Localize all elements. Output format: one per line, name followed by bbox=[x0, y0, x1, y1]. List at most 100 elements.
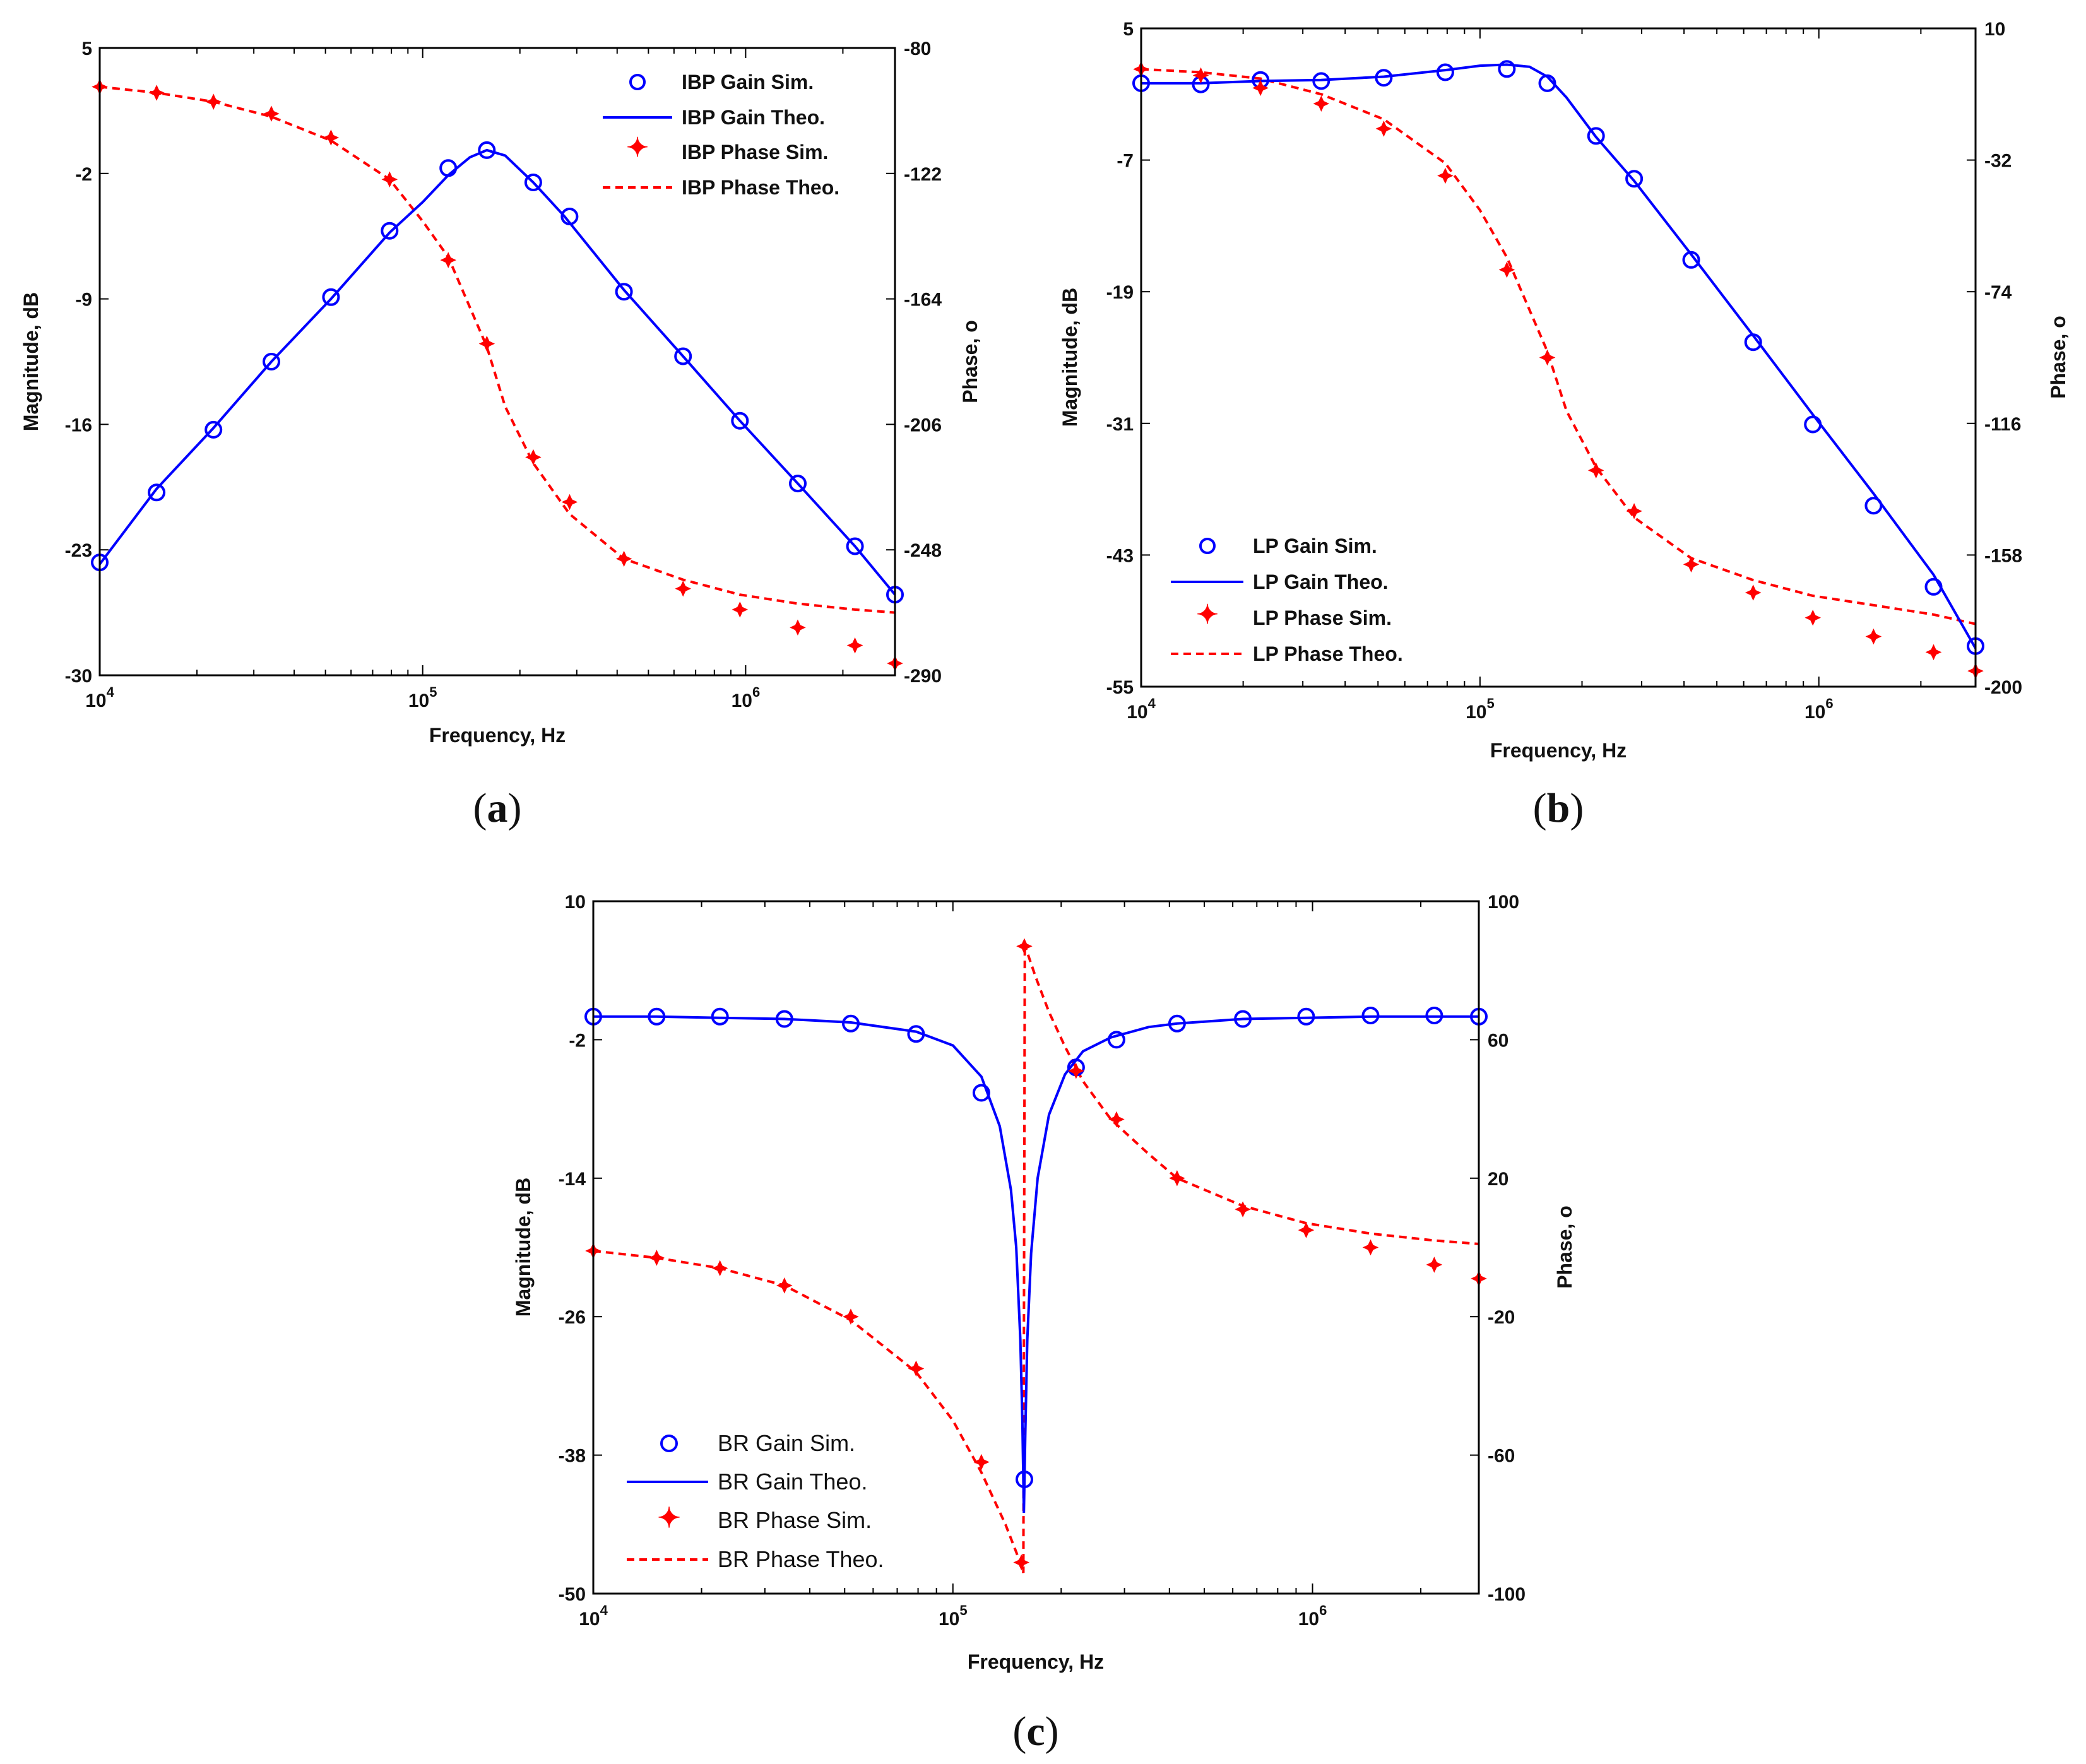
legend-marker-phase-sim-a: ✦ bbox=[626, 133, 648, 162]
gain-theory-line bbox=[100, 148, 895, 596]
gain-sim-point bbox=[1538, 74, 1556, 92]
gain-sim-point bbox=[204, 420, 223, 439]
gain-sim-point bbox=[1864, 497, 1883, 515]
plot-frame-c bbox=[592, 900, 1480, 1595]
legend-label-phase-theo-b: LP Phase Theo. bbox=[1253, 642, 1403, 665]
y2-axis-label-a: Phase, o bbox=[959, 320, 981, 403]
x-tick-label: 104 bbox=[1127, 696, 1156, 723]
gain-sim-point bbox=[1625, 170, 1644, 188]
phase-sim-point bbox=[973, 1453, 990, 1471]
y-axis-label-b: Magnitude, dB bbox=[1058, 288, 1081, 427]
y-tick-label: -2 bbox=[75, 164, 92, 185]
legend-label-gain-sim-c: BR Gain Sim. bbox=[718, 1430, 855, 1456]
gain-sim-point bbox=[1744, 333, 1762, 352]
phase-sim-point bbox=[1805, 609, 1822, 626]
panel-b-chart: 104 105 106 5 -7 -19 -31 -43 -55 10 -32 -74 -116 -158… bbox=[1058, 19, 2070, 831]
phase-sim-point bbox=[1375, 121, 1392, 137]
y-tick-label: -14 bbox=[559, 1169, 586, 1190]
phase-sim-point bbox=[1745, 584, 1762, 601]
phase-sim-point bbox=[1313, 95, 1330, 112]
x-tick-label: 104 bbox=[579, 1602, 608, 1630]
phase-sim-point bbox=[1539, 349, 1556, 366]
gain-sim-point bbox=[1587, 127, 1605, 145]
x-tick-label: 106 bbox=[1298, 1602, 1327, 1630]
y2-tick-label: -206 bbox=[904, 415, 942, 435]
phase-sim-point bbox=[525, 449, 542, 466]
gain-sim-point bbox=[439, 159, 458, 177]
legend-label-gain-theo-c: BR Gain Theo. bbox=[718, 1469, 867, 1495]
y-tick-label: -23 bbox=[65, 540, 92, 561]
gain-sim-point bbox=[789, 475, 807, 493]
caption-a: (a) bbox=[473, 785, 522, 831]
phase-sim-point bbox=[1013, 1554, 1029, 1571]
phase-sim-point bbox=[1235, 1201, 1251, 1217]
phase-sim-point bbox=[1252, 80, 1269, 97]
phase-sim-point bbox=[205, 93, 222, 110]
phase-sim-point bbox=[148, 85, 165, 101]
y2-tick-label: -200 bbox=[1984, 677, 2022, 698]
y2-tick-label: -80 bbox=[904, 38, 931, 59]
y-tick-label: -38 bbox=[559, 1446, 586, 1467]
gain-sim-point bbox=[1234, 1010, 1252, 1028]
phase-sim-point bbox=[615, 550, 632, 567]
phase-sim-point bbox=[846, 637, 863, 654]
x-tick-label: 105 bbox=[408, 684, 437, 711]
y-tick-label: 5 bbox=[81, 38, 92, 59]
phase-sim-point bbox=[1498, 261, 1515, 278]
plot-frame-b bbox=[1140, 27, 1977, 688]
gain-sim-point bbox=[711, 1007, 729, 1026]
gain-sim-point bbox=[775, 1010, 793, 1028]
phase-sim-point bbox=[1068, 1062, 1084, 1079]
gain-sim-point bbox=[1297, 1007, 1315, 1026]
y2-tick-label: -100 bbox=[1488, 1584, 1526, 1605]
y2-tick-label: -158 bbox=[1984, 545, 2022, 566]
y2-tick-label: -32 bbox=[1984, 151, 2012, 172]
y2-tick-label: 20 bbox=[1488, 1169, 1508, 1190]
panel-c-chart: 104 105 106 10 -2 -14 -26 -38 -50 100 60 20 -20 -60 -1… bbox=[512, 892, 1576, 1755]
gain-sim-point bbox=[560, 208, 579, 225]
phase-sim-point bbox=[440, 252, 456, 268]
y-tick-label: -30 bbox=[65, 666, 92, 687]
phase-sim-point bbox=[1192, 67, 1209, 84]
y-tick-label: -55 bbox=[1106, 677, 1134, 698]
phase-sim-point bbox=[263, 105, 280, 122]
y-tick-label: -9 bbox=[75, 290, 92, 311]
phase-sim-point bbox=[1925, 644, 1942, 661]
gain-sim-point bbox=[1312, 72, 1330, 90]
gain-sim-point bbox=[842, 1014, 860, 1033]
gain-sim-point bbox=[1168, 1014, 1186, 1033]
caption-c: (c) bbox=[1012, 1708, 1058, 1755]
gain-sim-point bbox=[674, 347, 692, 365]
legend-label-phase-sim-c: BR Phase Sim. bbox=[718, 1507, 872, 1533]
gain-sim-point bbox=[1924, 577, 1943, 596]
panel-a-chart: 104 105 106 5 -2 -9 -16 -23 -30 -80 -122 -164 -206 -2… bbox=[20, 38, 981, 831]
legend-label-phase-theo-c: BR Phase Theo. bbox=[718, 1546, 884, 1572]
y-tick-label: -7 bbox=[1117, 151, 1134, 172]
phase-sim-point bbox=[1016, 938, 1033, 955]
phase-sim-point bbox=[561, 494, 578, 511]
legend-c: BR Gain Sim. BR Gain Theo. ✦ BR Phase Si… bbox=[627, 1430, 884, 1572]
y2-tick-label: -290 bbox=[904, 666, 942, 687]
y-tick-label: -31 bbox=[1106, 414, 1134, 435]
y-tick-label: -19 bbox=[1106, 282, 1134, 303]
gain-sim-point bbox=[615, 283, 633, 301]
gain-sim-point bbox=[478, 141, 496, 159]
legend-a: IBP Gain Sim. IBP Gain Theo. ✦ IBP Phase… bbox=[603, 71, 839, 199]
phase-sim-point bbox=[843, 1308, 859, 1325]
gain-sim-point bbox=[731, 411, 749, 430]
x-tick-label: 105 bbox=[1466, 696, 1495, 723]
x-axis-label-b: Frequency, Hz bbox=[1490, 739, 1627, 762]
legend-label-phase-theo-a: IBP Phase Theo. bbox=[682, 176, 839, 199]
gain-theory-line bbox=[593, 1015, 1479, 1513]
y2-tick-label: -248 bbox=[904, 540, 942, 561]
y-tick-label: -16 bbox=[65, 415, 92, 435]
phase-sim-point bbox=[1437, 167, 1454, 184]
phase-sim-point bbox=[776, 1277, 793, 1294]
y-axis-label-a: Magnitude, dB bbox=[20, 292, 42, 431]
gain-sim-point bbox=[1016, 1471, 1033, 1488]
phase-sim-point bbox=[1626, 503, 1642, 519]
gain-sim-point bbox=[263, 353, 280, 370]
phase-sim-point bbox=[1169, 1170, 1185, 1187]
gain-sim-point bbox=[648, 1007, 666, 1026]
phase-sim-point bbox=[1683, 556, 1700, 573]
